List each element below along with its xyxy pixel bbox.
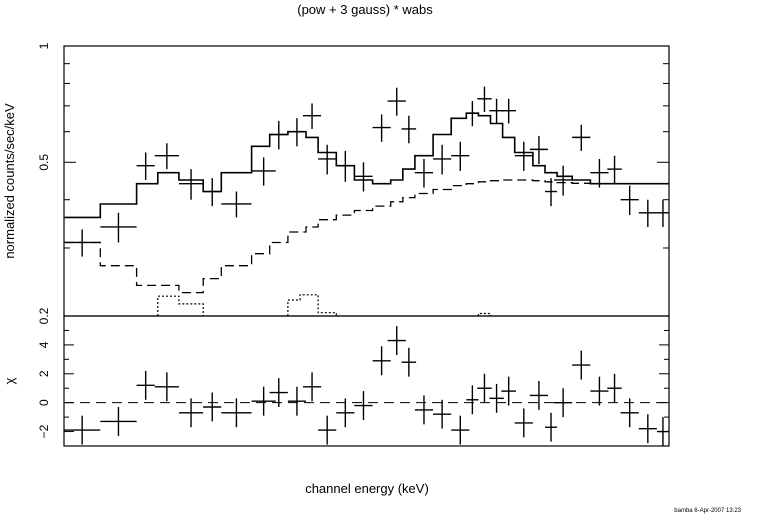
bottom-data-point-1 — [100, 407, 137, 436]
bottom-data-point-2 — [136, 370, 155, 400]
top-data-point-31 — [620, 185, 639, 216]
bottom-data-point-33 — [656, 417, 669, 446]
bottom-data-point-15 — [387, 326, 406, 355]
top-data-point-2 — [136, 152, 155, 180]
bottom-data-point-24 — [514, 408, 533, 438]
bottom-y-tick-label-1: 0 — [37, 399, 51, 406]
top-data-point-9 — [287, 118, 306, 147]
bottom-y-ticks: −2 0 2 4 — [37, 329, 669, 447]
top-data-point-32 — [638, 199, 657, 227]
bottom-data-point-0 — [64, 415, 101, 445]
top-y-tick-label-1: 0.5 — [37, 154, 51, 171]
bottom-data-point-3 — [154, 372, 179, 402]
top-data-point-13 — [354, 162, 373, 192]
model-gauss-line-2 — [477, 312, 492, 316]
top-y-tick-label-2: 1 — [37, 42, 51, 49]
top-data-point-6 — [221, 191, 252, 218]
model-continuum-line — [64, 179, 669, 294]
bottom-data-point-7 — [251, 386, 276, 416]
bottom-data-points — [64, 326, 669, 446]
top-data-point-27 — [554, 165, 573, 196]
top-data-point-10 — [302, 103, 322, 129]
bottom-data-point-17 — [414, 395, 434, 425]
bottom-y-tick-label-3: 4 — [37, 341, 51, 348]
bottom-data-point-14 — [372, 346, 391, 376]
bottom-data-point-10 — [302, 372, 322, 402]
top-data-point-5 — [203, 178, 222, 207]
bottom-data-point-29 — [590, 376, 609, 406]
bottom-data-point-19 — [451, 415, 470, 445]
bottom-data-point-23 — [501, 376, 516, 406]
top-y-ticks: 0.2 0.5 1 — [37, 42, 669, 324]
top-data-point-24 — [514, 141, 533, 171]
bottom-y-tick-label-2: 2 — [37, 370, 51, 377]
bottom-data-point-27 — [554, 388, 573, 418]
top-data-point-23 — [501, 98, 516, 124]
bottom-data-point-8 — [269, 378, 288, 407]
top-data-point-7 — [251, 157, 276, 186]
bottom-data-point-9 — [287, 386, 306, 416]
top-data-points — [64, 86, 669, 257]
top-data-point-8 — [269, 120, 288, 150]
top-y-axis-label: normalized counts/sec/keV — [2, 103, 17, 259]
top-panel-frame — [63, 45, 670, 317]
bottom-data-point-32 — [638, 414, 657, 444]
top-data-point-1 — [100, 212, 137, 243]
bottom-data-point-25 — [529, 381, 548, 410]
bottom-panel: −2 0 2 4 χ channel energy (keV) — [2, 315, 670, 496]
top-data-point-3 — [154, 143, 179, 170]
bottom-data-point-28 — [572, 350, 591, 380]
top-data-point-15 — [387, 87, 406, 116]
bottom-data-point-26 — [544, 412, 558, 442]
bottom-data-point-6 — [221, 398, 252, 428]
top-y-tick-label-0: 0.2 — [37, 307, 51, 324]
model-total-line — [64, 112, 669, 219]
model-gauss-line-0 — [157, 295, 204, 316]
top-data-point-16 — [401, 115, 417, 144]
model-gauss-lines — [157, 294, 492, 316]
top-data-point-20 — [466, 101, 479, 127]
top-data-point-14 — [372, 114, 391, 142]
x-axis-label: channel energy (keV) — [305, 481, 429, 496]
top-data-point-11 — [318, 144, 337, 175]
top-data-point-26 — [544, 178, 558, 207]
top-data-point-22 — [489, 98, 504, 124]
bottom-data-point-22 — [489, 383, 504, 413]
bottom-data-point-13 — [354, 391, 373, 420]
model-gauss-line-1 — [287, 294, 337, 316]
footer-credit: bamba 6-Apr-2007 13:23 — [674, 508, 741, 514]
bottom-data-point-18 — [433, 399, 452, 429]
top-data-point-29 — [590, 158, 609, 188]
bottom-data-point-4 — [178, 398, 204, 428]
top-data-point-30 — [607, 155, 622, 184]
bottom-panel-frame — [63, 315, 670, 447]
top-data-point-33 — [656, 199, 669, 227]
bottom-data-point-20 — [466, 385, 479, 415]
bottom-data-point-21 — [477, 373, 492, 403]
model-total — [64, 112, 669, 219]
top-panel: 0.2 0.5 1 normalized counts/sec/keV — [2, 42, 670, 324]
top-data-point-0 — [64, 229, 101, 257]
bottom-y-axis-label: χ — [2, 377, 17, 384]
bottom-data-point-12 — [336, 398, 355, 428]
bottom-y-tick-label-0: −2 — [37, 424, 51, 438]
model-continuum — [64, 179, 669, 294]
top-data-point-12 — [336, 150, 355, 182]
bottom-data-point-16 — [401, 347, 417, 377]
top-data-point-21 — [477, 86, 492, 112]
bottom-data-point-5 — [203, 392, 222, 422]
top-data-point-18 — [433, 144, 452, 175]
top-data-point-19 — [451, 141, 470, 171]
chart-title: (pow + 3 gauss) * wabs — [297, 2, 433, 17]
bottom-data-point-31 — [620, 398, 639, 428]
top-data-point-4 — [178, 169, 204, 200]
bottom-data-point-30 — [607, 373, 622, 403]
top-data-point-17 — [414, 158, 434, 188]
top-data-point-28 — [572, 124, 591, 151]
bottom-data-point-11 — [318, 415, 337, 445]
top-data-point-25 — [529, 135, 548, 164]
